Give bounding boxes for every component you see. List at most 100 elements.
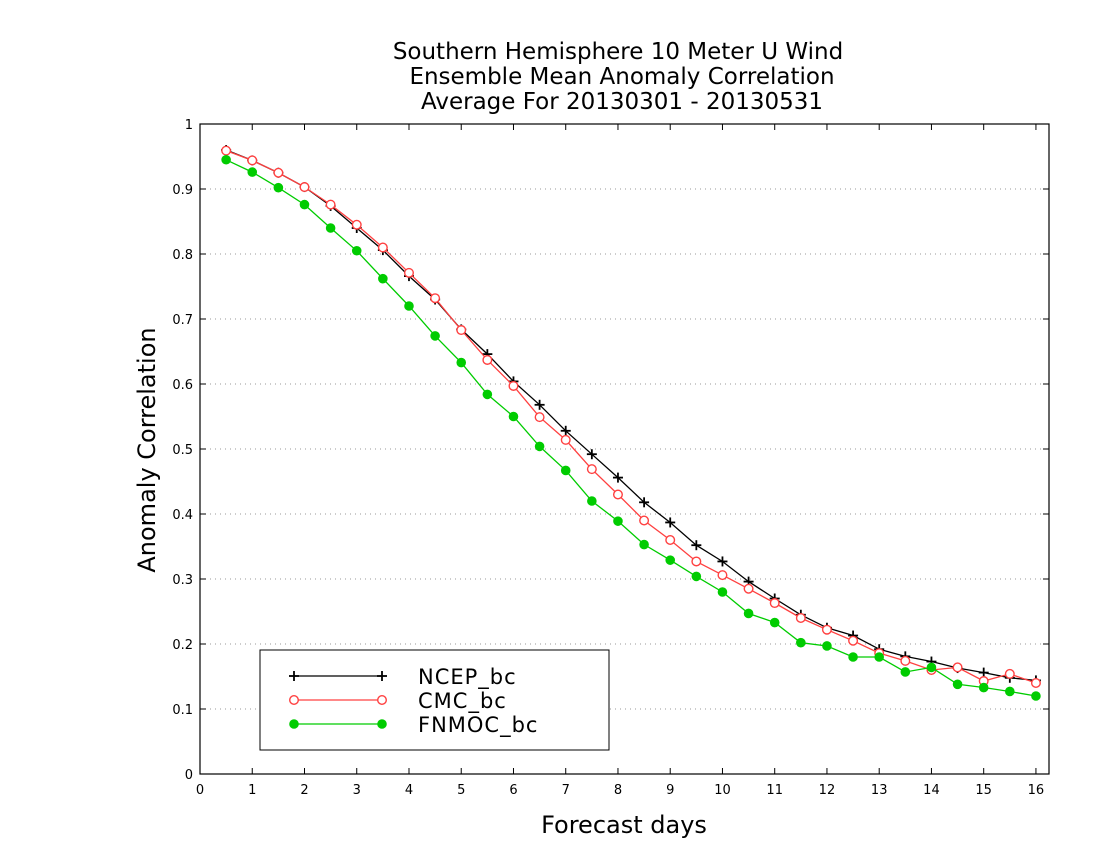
- x-tick-label: 13: [871, 783, 888, 798]
- data-point: [1030, 678, 1041, 689]
- x-tick-label: 1: [248, 783, 256, 798]
- legend-marker: [377, 695, 388, 706]
- legend-marker: [377, 671, 387, 681]
- data-point: [403, 267, 414, 278]
- x-tick-label: 14: [923, 783, 940, 798]
- data-point: [560, 425, 571, 436]
- data-point: [299, 182, 310, 193]
- data-point: [325, 223, 336, 233]
- data-point: [613, 516, 623, 526]
- series-line: [225, 149, 1036, 682]
- data-point: [978, 682, 989, 693]
- x-tick-label: 5: [457, 783, 465, 798]
- data-point: [1004, 668, 1015, 679]
- y-tick-label: 0.2: [172, 638, 193, 653]
- y-tick-label: 0.1: [172, 703, 193, 718]
- y-tick-label: 1: [185, 118, 193, 133]
- y-tick-label: 0.9: [172, 183, 193, 198]
- series-line: [225, 149, 1037, 684]
- x-tick-label: 11: [766, 783, 783, 798]
- y-tick-label: 0.6: [172, 378, 193, 393]
- data-point: [351, 245, 362, 256]
- data-point: [534, 441, 545, 452]
- data-point: [482, 354, 493, 365]
- data-point: [508, 380, 519, 391]
- data-point: [273, 182, 284, 193]
- data-point: [586, 449, 597, 460]
- gridlines: [200, 188, 1049, 710]
- x-tick-label: 10: [714, 783, 731, 798]
- x-tick-label: 8: [614, 783, 622, 798]
- x-tick-label: 6: [509, 783, 517, 798]
- series-layer: [221, 145, 1041, 701]
- data-point: [795, 613, 806, 624]
- data-point: [769, 598, 780, 609]
- data-point: [952, 662, 963, 673]
- series-FNMOC_bc: [221, 154, 1041, 701]
- data-point: [769, 617, 780, 628]
- data-point: [691, 571, 702, 582]
- title-line: Average For 20130301 - 20130531: [421, 89, 823, 115]
- title-line: Ensemble Mean Anomaly Correlation: [409, 64, 834, 90]
- data-point: [900, 655, 911, 666]
- data-point: [717, 570, 728, 581]
- data-point: [221, 145, 232, 156]
- data-point: [874, 652, 885, 662]
- data-point: [404, 301, 414, 311]
- x-tick-label: 4: [405, 783, 413, 798]
- legend-marker: [377, 719, 387, 729]
- x-axis-ticks: 0 1 2 3 4 5 6 7 8 9 10 11 12 13 14 15 16: [196, 124, 1044, 798]
- data-point: [926, 662, 937, 673]
- x-tick-label: 7: [562, 783, 570, 798]
- data-point: [639, 515, 650, 526]
- data-point: [665, 555, 676, 565]
- data-point: [821, 624, 832, 635]
- data-point: [848, 652, 858, 662]
- data-point: [430, 331, 440, 341]
- data-point: [247, 167, 258, 177]
- legend-label: CMC_bc: [418, 689, 507, 714]
- data-point: [325, 199, 336, 210]
- data-point: [691, 556, 702, 567]
- data-point: [377, 242, 388, 253]
- y-tick-label: 0.5: [172, 443, 193, 458]
- data-point: [691, 540, 702, 551]
- data-point: [717, 587, 728, 597]
- x-tick-label: 16: [1028, 783, 1045, 798]
- data-point: [586, 464, 597, 475]
- data-point: [612, 472, 623, 483]
- y-tick-label: 0.4: [172, 508, 193, 523]
- series-line: [225, 159, 1037, 697]
- data-point: [1005, 686, 1015, 697]
- data-point: [717, 556, 728, 567]
- data-point: [848, 635, 859, 646]
- data-point: [743, 583, 754, 594]
- x-tick-label: 2: [300, 783, 308, 798]
- legend-entry: FNMOC_bc: [289, 713, 538, 738]
- y-axis-label: Anomaly Correlation: [133, 327, 161, 572]
- data-point: [743, 608, 754, 619]
- y-tick-label: 0.7: [172, 313, 193, 328]
- data-point: [665, 517, 676, 528]
- data-point: [639, 539, 649, 550]
- title-line: Southern Hemisphere 10 Meter U Wind: [393, 39, 843, 65]
- data-point: [378, 273, 388, 284]
- data-point: [247, 155, 258, 166]
- data-point: [1031, 691, 1041, 701]
- legend-marker: [289, 719, 299, 729]
- y-tick-label: 0: [185, 768, 193, 783]
- data-point: [351, 219, 362, 230]
- data-point: [822, 641, 832, 651]
- x-axis-label: Forecast days: [541, 811, 707, 839]
- series-NCEP_bc: [221, 145, 1041, 686]
- data-point: [273, 167, 284, 178]
- data-point: [796, 637, 806, 648]
- legend-entry: CMC_bc: [289, 689, 507, 714]
- legend-label: FNMOC_bc: [418, 713, 538, 738]
- chart-title: Southern Hemisphere 10 Meter U Wind Ense…: [393, 39, 843, 115]
- data-point: [560, 434, 571, 445]
- data-point: [456, 325, 467, 336]
